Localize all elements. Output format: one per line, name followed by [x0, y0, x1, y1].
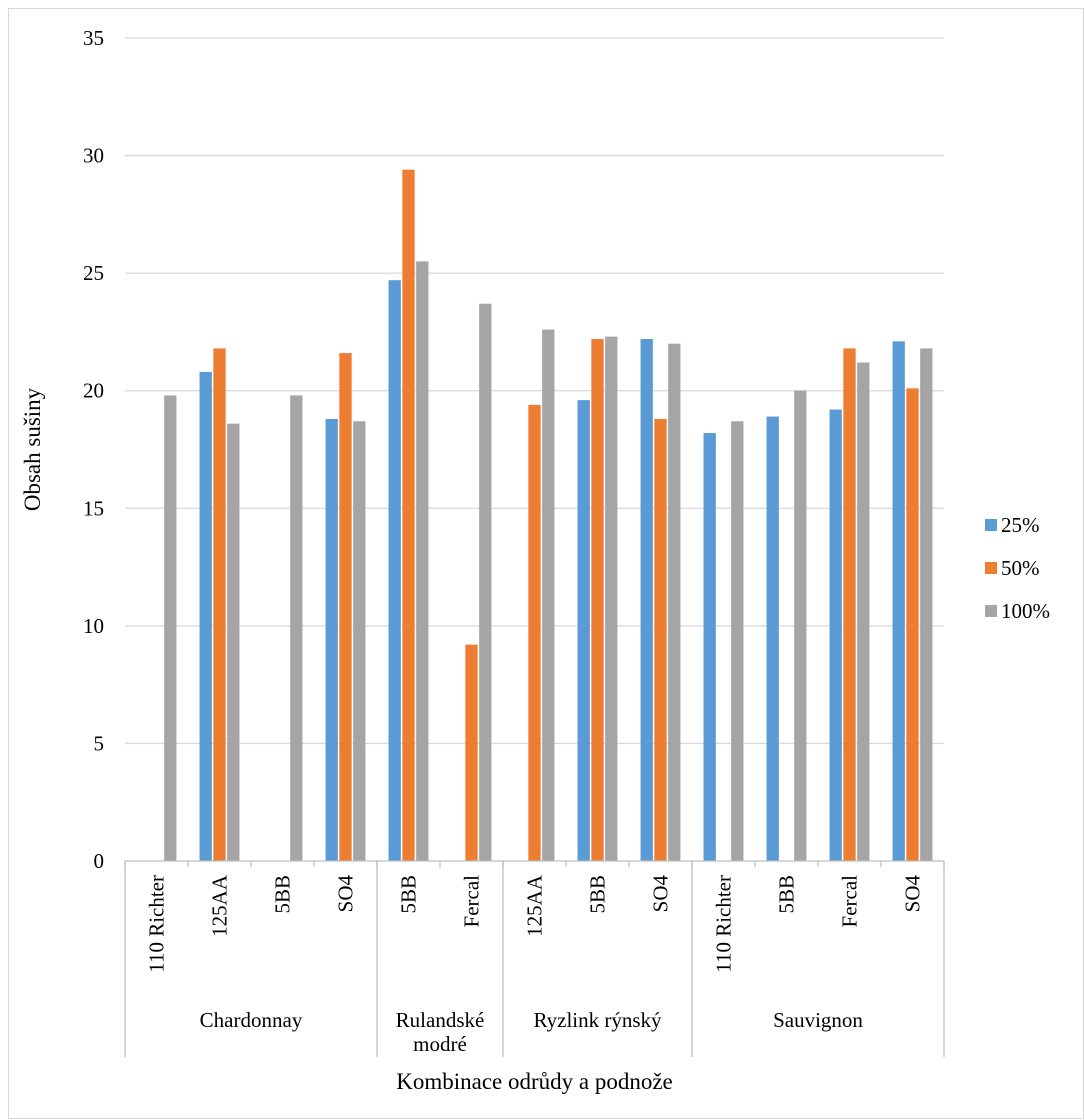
- bar: [829, 409, 842, 861]
- bar: [906, 388, 919, 861]
- y-tick-label: 35: [83, 26, 104, 50]
- x-tick-label: SO4: [649, 875, 673, 913]
- x-tick-label: 5BB: [397, 875, 421, 914]
- group-label-line: modré: [413, 1032, 467, 1056]
- x-tick-label: SO4: [334, 875, 358, 913]
- legend-swatch: [985, 519, 997, 531]
- x-tick-label: 125AA: [208, 874, 232, 937]
- y-tick-label: 30: [83, 144, 104, 168]
- y-axis-ticks: 0 5 10 15 20 25 30 35: [83, 26, 104, 873]
- y-axis-title: Obsah sušiny: [20, 387, 45, 511]
- x-tick-label: 125AA: [523, 874, 547, 937]
- bar: [668, 343, 681, 862]
- group-label: Sauvignon: [773, 1008, 863, 1032]
- bar: [528, 404, 541, 861]
- bar: [857, 362, 870, 861]
- bar: [402, 169, 415, 861]
- bar: [199, 371, 212, 861]
- bar: [577, 400, 590, 861]
- x-axis: 110 Richter 125AA 5BB SO4 5BB Fercal 125AA 5BB S…: [124, 860, 945, 1057]
- bar: [465, 644, 478, 861]
- x-tick-label: Fercal: [838, 875, 862, 928]
- y-tick-label: 5: [94, 731, 105, 755]
- x-tick-label: 5BB: [271, 875, 295, 914]
- bar: [640, 338, 653, 861]
- bar: [213, 348, 226, 862]
- group-label: Rulandské modré: [396, 1008, 485, 1056]
- x-tick-label: 110 Richter: [712, 875, 736, 973]
- bar: [703, 433, 716, 861]
- bar: [416, 261, 429, 861]
- x-tick-label: Fercal: [460, 875, 484, 928]
- x-tick-label: SO4: [901, 875, 925, 913]
- group-label: Chardonnay: [200, 1008, 303, 1032]
- bar: [542, 329, 555, 861]
- bar: [843, 348, 856, 862]
- y-tick-label: 20: [83, 379, 104, 403]
- bar: [353, 421, 366, 861]
- x-tick-label: 5BB: [586, 875, 610, 914]
- y-tick-label: 15: [83, 496, 104, 520]
- bar: [920, 348, 933, 862]
- legend-label: 25%: [1001, 513, 1040, 537]
- bar: [227, 423, 240, 861]
- bar: [339, 353, 352, 861]
- x-axis-title: Kombinace odrůdy a podnože: [396, 1069, 673, 1094]
- y-tick-label: 10: [83, 614, 104, 638]
- bar: [290, 395, 303, 861]
- legend-label: 50%: [1001, 556, 1040, 580]
- bar: [325, 418, 338, 861]
- bar: [479, 303, 492, 861]
- bar: [731, 421, 744, 861]
- x-tick-label: 5BB: [775, 875, 799, 914]
- legend: 25% 50% 100%: [985, 513, 1050, 623]
- legend-label: 100%: [1001, 599, 1050, 623]
- legend-swatch: [985, 562, 997, 574]
- bars: [164, 169, 933, 862]
- group-label-line: Rulandské: [396, 1008, 485, 1032]
- y-tick-label: 0: [94, 849, 105, 873]
- bar: [388, 280, 401, 861]
- x-tick-label: 110 Richter: [145, 875, 169, 973]
- bar: [654, 418, 667, 861]
- bar: [892, 341, 905, 861]
- bar: [591, 338, 604, 861]
- y-tick-label: 25: [83, 261, 104, 285]
- group-label: Ryzlink rýnský: [533, 1008, 662, 1032]
- gridlines: [125, 37, 944, 745]
- bar: [605, 336, 618, 861]
- legend-swatch: [985, 605, 997, 617]
- bar: [766, 416, 779, 861]
- bar: [164, 395, 177, 861]
- bar: [794, 390, 807, 861]
